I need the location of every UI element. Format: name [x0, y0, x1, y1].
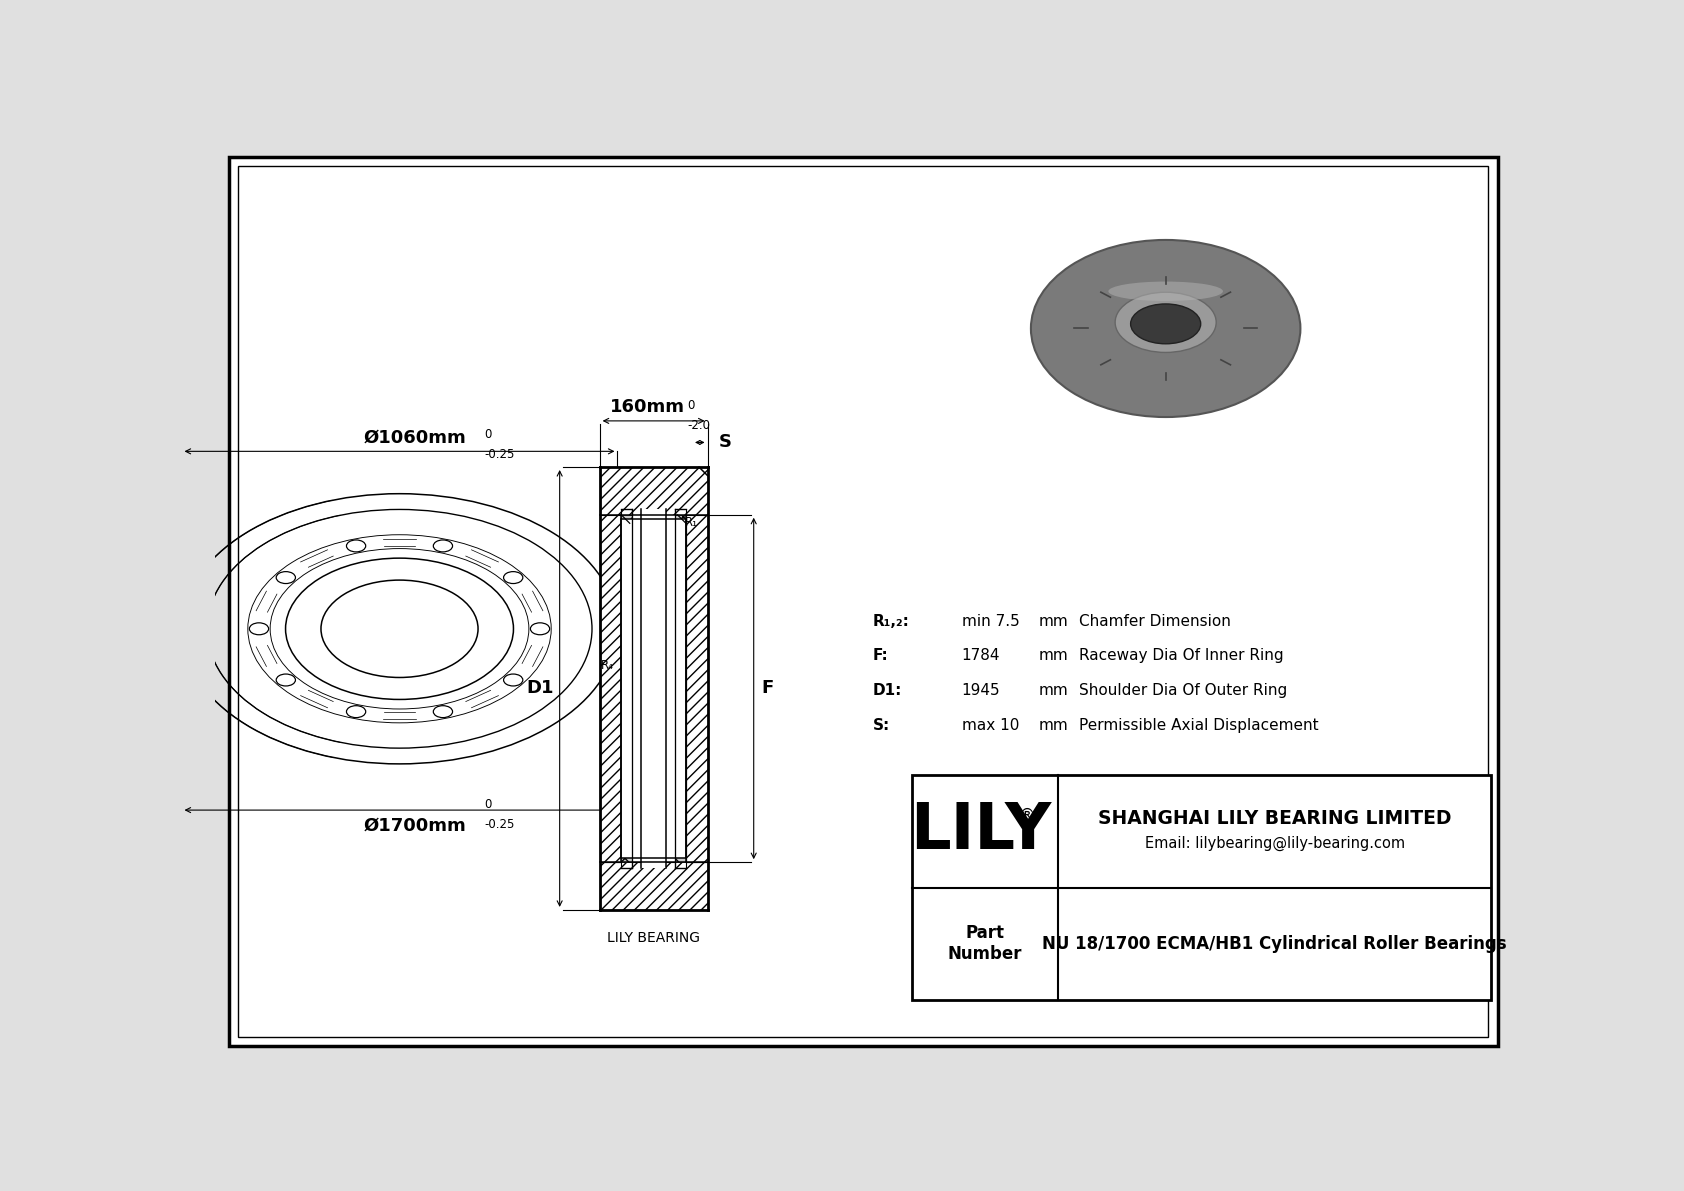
Text: min 7.5: min 7.5 — [962, 613, 1019, 629]
Text: R₁: R₁ — [684, 517, 697, 529]
Polygon shape — [621, 853, 632, 862]
Text: 1784: 1784 — [962, 648, 1000, 663]
Text: F: F — [761, 679, 773, 698]
Bar — [642, 509, 665, 868]
Text: -2.0: -2.0 — [687, 418, 711, 431]
Text: Permissible Axial Displacement: Permissible Axial Displacement — [1079, 717, 1319, 732]
Text: 1945: 1945 — [962, 682, 1000, 698]
Ellipse shape — [1031, 239, 1300, 417]
Bar — [621, 515, 685, 862]
Text: mm: mm — [1039, 648, 1068, 663]
Polygon shape — [675, 853, 685, 862]
Polygon shape — [600, 862, 707, 910]
Polygon shape — [685, 515, 707, 862]
Text: R₂: R₂ — [640, 523, 652, 536]
Text: -0.25: -0.25 — [485, 818, 515, 831]
Text: mm: mm — [1039, 682, 1068, 698]
Ellipse shape — [1108, 281, 1223, 301]
Text: Chamfer Dimension: Chamfer Dimension — [1079, 613, 1231, 629]
Text: ®: ® — [1019, 806, 1036, 825]
Polygon shape — [675, 515, 685, 524]
Polygon shape — [675, 509, 685, 868]
Text: D1: D1 — [525, 679, 554, 698]
Text: 0: 0 — [485, 798, 492, 811]
Text: Ø1700mm: Ø1700mm — [364, 816, 466, 834]
Text: 0: 0 — [687, 399, 695, 412]
Polygon shape — [600, 515, 621, 862]
Text: LILY BEARING: LILY BEARING — [608, 931, 701, 946]
Polygon shape — [621, 509, 632, 868]
Text: mm: mm — [1039, 717, 1068, 732]
Text: R₄: R₄ — [601, 659, 615, 672]
Ellipse shape — [1115, 292, 1216, 353]
Text: Ø1060mm: Ø1060mm — [364, 429, 466, 447]
Polygon shape — [600, 467, 707, 515]
Text: max 10: max 10 — [962, 717, 1019, 732]
Text: 0: 0 — [485, 429, 492, 442]
Bar — [621, 518, 685, 859]
Text: mm: mm — [1039, 613, 1068, 629]
Text: Shoulder Dia Of Outer Ring: Shoulder Dia Of Outer Ring — [1079, 682, 1288, 698]
Text: 160mm: 160mm — [610, 398, 685, 417]
Text: SHANGHAI LILY BEARING LIMITED: SHANGHAI LILY BEARING LIMITED — [1098, 810, 1452, 829]
Text: Raceway Dia Of Inner Ring: Raceway Dia Of Inner Ring — [1079, 648, 1283, 663]
Text: S: S — [719, 434, 733, 451]
Text: R₁,₂:: R₁,₂: — [872, 613, 909, 629]
Bar — [911, 775, 1492, 1000]
Text: Email: lilybearing@lily-bearing.com: Email: lilybearing@lily-bearing.com — [1145, 836, 1404, 852]
Text: Part
Number: Part Number — [948, 924, 1022, 964]
Text: LILY: LILY — [911, 800, 1051, 862]
Polygon shape — [621, 515, 632, 524]
Ellipse shape — [1130, 304, 1201, 344]
Text: F:: F: — [872, 648, 889, 663]
Text: -0.25: -0.25 — [485, 448, 515, 461]
Text: NU 18/1700 ECMA/HB1 Cylindrical Roller Bearings: NU 18/1700 ECMA/HB1 Cylindrical Roller B… — [1042, 935, 1507, 953]
Text: D1:: D1: — [872, 682, 903, 698]
Text: S:: S: — [872, 717, 891, 732]
